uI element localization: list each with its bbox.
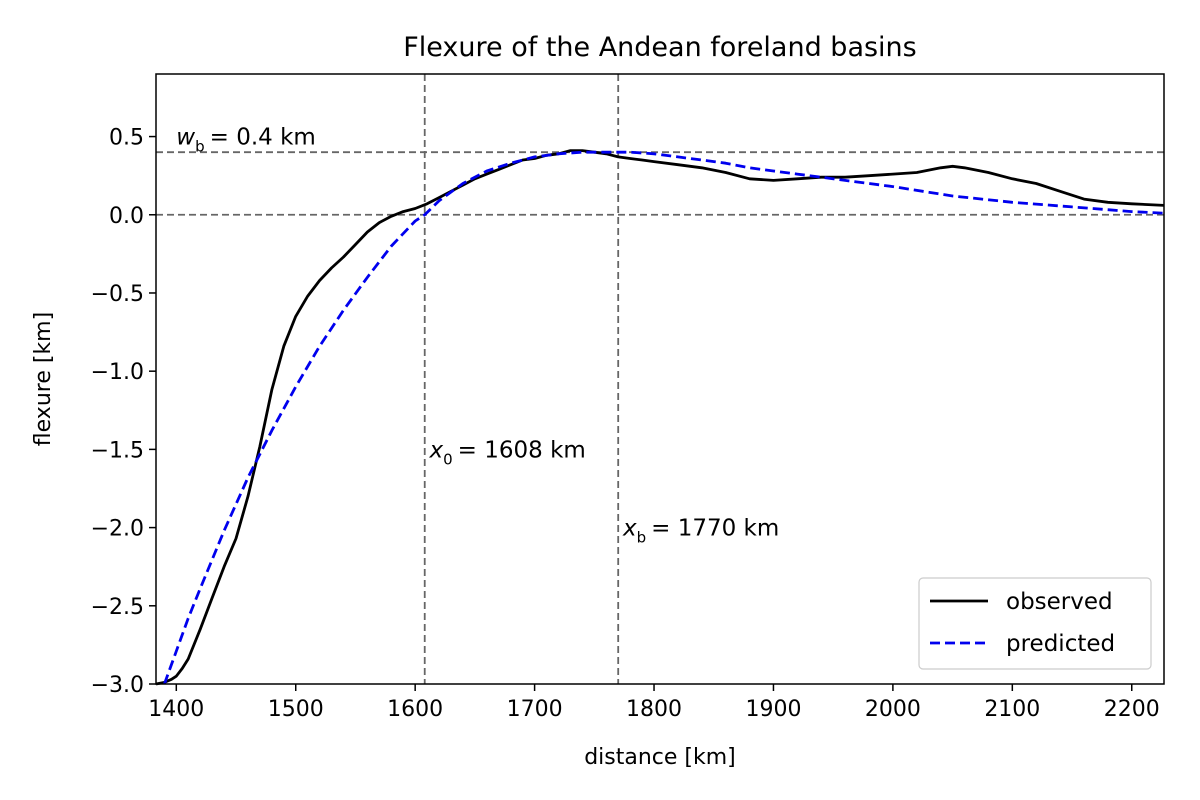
annotation-wb-symbol: w <box>176 125 195 151</box>
legend: observed predicted <box>918 577 1152 670</box>
x-tick-label: 1900 <box>745 697 801 722</box>
annotation-wb-text: = 0.4 km <box>210 125 316 151</box>
y-tick-label: 0.5 <box>109 126 144 151</box>
y-tick-label: −1.5 <box>91 438 144 463</box>
x-tick-label: 2200 <box>1104 697 1160 722</box>
x-tick-label: 1800 <box>626 697 682 722</box>
annotation-wb: wb = 0.4 km <box>176 125 316 156</box>
x-tick-label: 1600 <box>387 697 443 722</box>
y-axis-label: flexure [km] <box>31 312 56 446</box>
y-tick-label: −2.0 <box>91 517 144 542</box>
annotation-wb-subscript: b <box>195 138 205 156</box>
x-tick-label: 2100 <box>984 697 1040 722</box>
legend-observed-label: observed <box>1006 589 1113 615</box>
y-tick-label: −3.0 <box>91 673 144 698</box>
annotation-x0-subscript: 0 <box>443 450 453 468</box>
series-observed-line <box>155 149 1165 686</box>
annotation-xb-symbol: x <box>622 516 637 542</box>
plot-area <box>155 74 1165 686</box>
x-tick-label: 2000 <box>865 697 921 722</box>
annotation-xb-text: = 1770 km <box>651 516 779 542</box>
x-axis-label: distance [km] <box>584 745 736 770</box>
annotation-xb-subscript: b <box>637 529 647 547</box>
y-tick-label: −1.0 <box>91 360 144 385</box>
annotation-xb: xb = 1770 km <box>622 516 779 547</box>
annotation-x0-text: = 1608 km <box>458 437 586 463</box>
y-axis-ticks: −3.0 −2.5 −2.0 −1.5 −1.0 −0.5 0.0 0.5 <box>91 126 156 698</box>
x-axis-ticks: 1400 1500 1600 1700 1800 1900 2000 2100 2200 <box>148 684 1160 722</box>
series-predicted-line <box>163 150 1165 685</box>
annotation-x0: x0 = 1608 km <box>428 437 585 468</box>
y-tick-label: −0.5 <box>91 282 144 307</box>
reference-lines <box>156 74 1164 684</box>
axes-frame <box>155 73 1165 685</box>
annotations: wb = 0.4 km x0 = 1608 km xb = 1770 km <box>176 125 779 547</box>
x-tick-label: 1500 <box>268 697 324 722</box>
series-layer <box>155 149 1165 686</box>
x-tick-label: 1700 <box>507 697 563 722</box>
y-tick-label: 0.0 <box>109 204 144 229</box>
x-tick-label: 1400 <box>148 697 204 722</box>
annotation-x0-symbol: x <box>428 437 443 463</box>
chart-title: Flexure of the Andean foreland basins <box>403 32 917 63</box>
y-tick-label: −2.5 <box>91 595 144 620</box>
legend-predicted-label: predicted <box>1006 631 1115 657</box>
